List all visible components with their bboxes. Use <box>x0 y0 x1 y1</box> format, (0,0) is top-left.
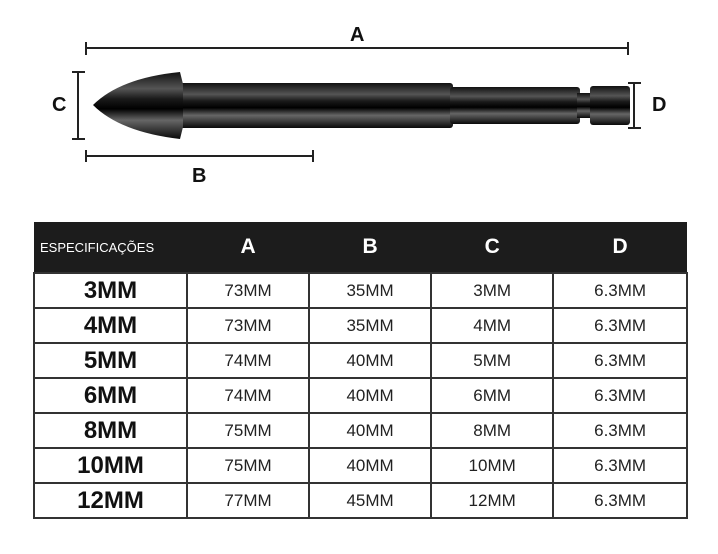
dimension-a-label: A <box>350 24 365 46</box>
cell-b: 35MM <box>308 272 433 309</box>
cell-a: 73MM <box>185 307 311 344</box>
cell-b: 45MM <box>308 482 433 519</box>
cell-size: 10MM <box>33 447 188 484</box>
header-a: A <box>187 222 310 273</box>
cell-d: 6.3MM <box>552 412 688 449</box>
cell-size: 3MM <box>33 272 188 309</box>
table-row: 6MM 74MM 40MM 6MM 6.3MM <box>33 377 688 414</box>
cell-a: 74MM <box>185 342 311 379</box>
table-row: 3MM 73MM 35MM 3MM 6.3MM <box>33 272 688 309</box>
table-row: 12MM 77MM 45MM 12MM 6.3MM <box>33 482 688 519</box>
dimension-b-label: B <box>192 165 207 187</box>
cell-b: 35MM <box>308 307 433 344</box>
cell-size: 8MM <box>33 412 188 449</box>
cell-c: 10MM <box>430 447 555 484</box>
dimension-d-line <box>628 82 641 129</box>
cell-a: 75MM <box>185 447 311 484</box>
cell-b: 40MM <box>308 412 433 449</box>
table-row: 5MM 74MM 40MM 5MM 6.3MM <box>33 342 688 379</box>
cell-a: 73MM <box>185 272 311 309</box>
cell-d: 6.3MM <box>552 342 688 379</box>
cell-d: 6.3MM <box>552 272 688 309</box>
cell-d: 6.3MM <box>552 307 688 344</box>
table-row: 4MM 73MM 35MM 4MM 6.3MM <box>33 307 688 344</box>
header-c: C <box>431 222 554 273</box>
dimension-a-line <box>85 42 629 55</box>
cell-size: 4MM <box>33 307 188 344</box>
cell-size: 6MM <box>33 377 188 414</box>
table-row: 8MM 75MM 40MM 8MM 6.3MM <box>33 412 688 449</box>
cell-c: 12MM <box>430 482 555 519</box>
table-header-row: ESPECIFICAÇÕES A B C D <box>34 222 687 273</box>
cell-d: 6.3MM <box>552 377 688 414</box>
cell-c: 8MM <box>430 412 555 449</box>
cell-b: 40MM <box>308 447 433 484</box>
dimension-b-line <box>85 150 314 162</box>
cell-d: 6.3MM <box>552 482 688 519</box>
cell-a: 77MM <box>185 482 311 519</box>
dimension-d-label: D <box>652 94 667 116</box>
header-d: D <box>553 222 687 273</box>
cell-size: 5MM <box>33 342 188 379</box>
drill-bit <box>93 72 630 139</box>
cell-c: 6MM <box>430 377 555 414</box>
specifications-table: ESPECIFICAÇÕES A B C D 3MM 73MM 35MM 3MM 6.3… <box>33 222 688 519</box>
cell-size: 12MM <box>33 482 188 519</box>
dimension-c-label: C <box>52 94 67 116</box>
cell-a: 74MM <box>185 377 311 414</box>
cell-c: 5MM <box>430 342 555 379</box>
dimension-c-line <box>72 71 85 140</box>
drill-bit-diagram <box>72 42 641 162</box>
cell-b: 40MM <box>308 377 433 414</box>
cell-d: 6.3MM <box>552 447 688 484</box>
cell-c: 4MM <box>430 307 555 344</box>
header-b: B <box>309 222 432 273</box>
cell-a: 75MM <box>185 412 311 449</box>
table-row: 10MM 75MM 40MM 10MM 6.3MM <box>33 447 688 484</box>
cell-c: 3MM <box>430 272 555 309</box>
cell-b: 40MM <box>308 342 433 379</box>
header-specifications: ESPECIFICAÇÕES <box>34 222 187 273</box>
